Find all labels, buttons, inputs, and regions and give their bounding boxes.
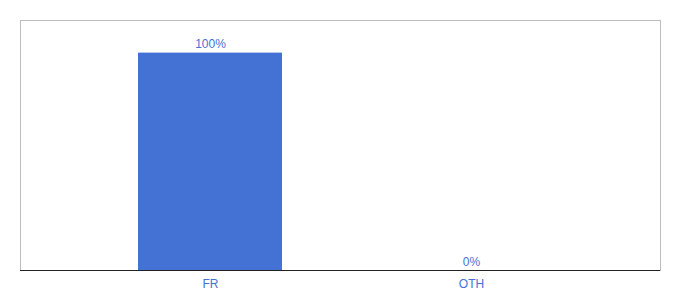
svg-text:0%: 0% <box>463 255 481 269</box>
svg-text:100%: 100% <box>195 37 226 51</box>
svg-text:FR: FR <box>203 277 219 291</box>
svg-text:OTH: OTH <box>459 277 484 291</box>
